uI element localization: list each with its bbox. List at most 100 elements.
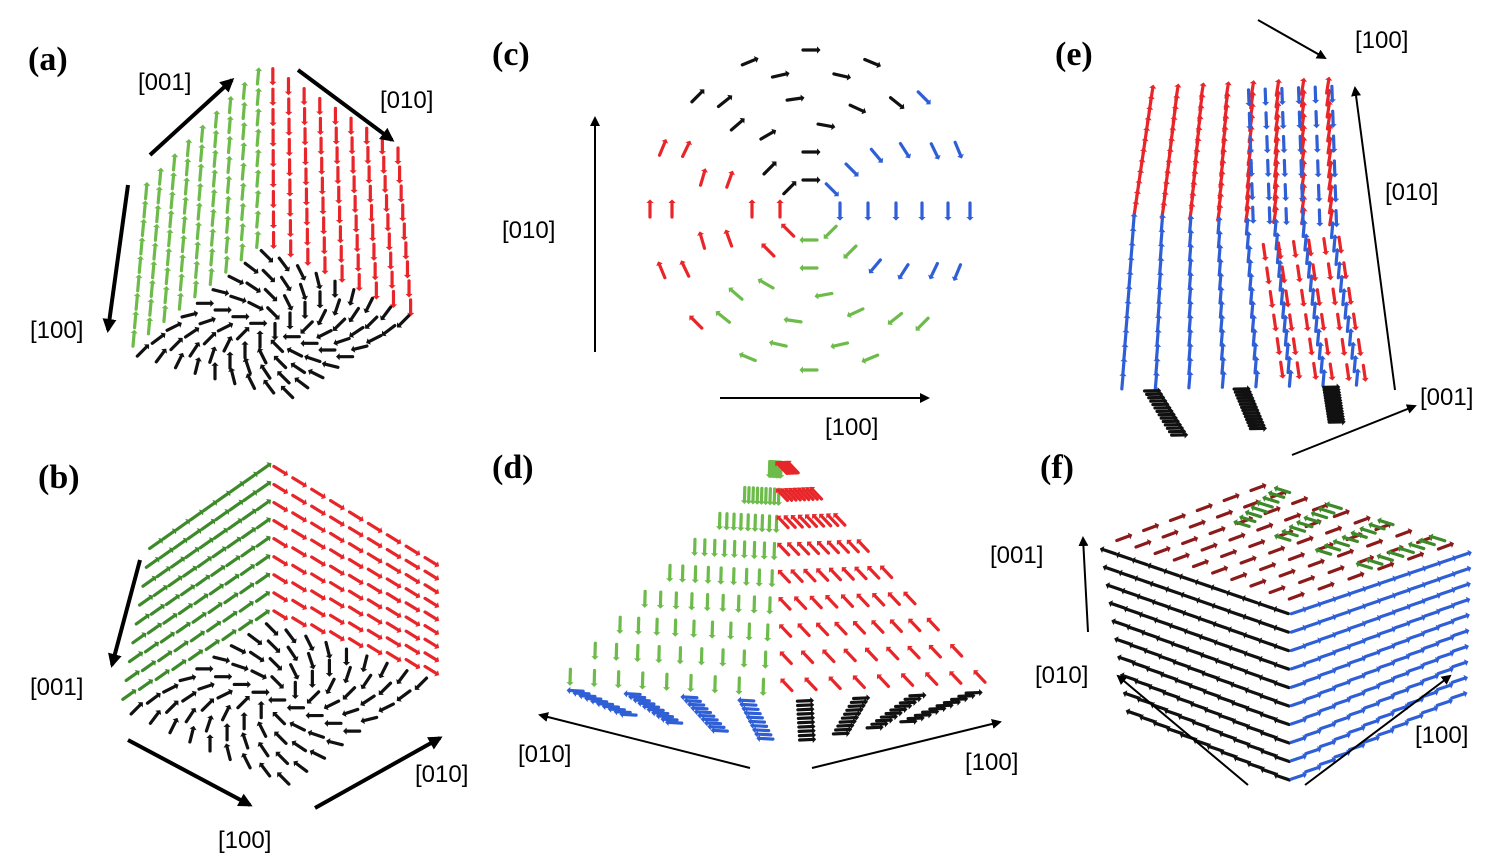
field-arrow — [272, 573, 287, 584]
field-arrow-head — [1198, 633, 1203, 641]
field-arrow-head — [1169, 126, 1177, 131]
field-arrow — [310, 538, 325, 549]
field-arrow-head — [1204, 558, 1210, 566]
field-arrow — [1179, 715, 1195, 723]
field-arrow — [199, 146, 204, 163]
field-arrow-head — [1350, 530, 1355, 537]
field-arrow-head — [1276, 259, 1284, 264]
field-arrow-head — [332, 325, 339, 331]
field-arrow-head — [198, 648, 204, 655]
field-arrow-head — [154, 556, 160, 563]
field-arrow — [127, 652, 142, 664]
vortex-arrow-head — [785, 70, 790, 78]
field-arrow — [258, 723, 268, 738]
field-arrow — [1356, 338, 1362, 355]
field-arrow — [1272, 208, 1278, 225]
field-arrow — [1133, 558, 1149, 567]
field-arrow-head — [1247, 149, 1255, 154]
field-arrow — [1124, 692, 1141, 700]
field-arrow — [1232, 701, 1249, 710]
field-arrow-head — [152, 223, 161, 228]
field-arrow — [1275, 337, 1281, 354]
field-arrow — [146, 623, 161, 635]
field-arrow — [1122, 589, 1139, 597]
field-arrow — [238, 602, 253, 613]
field-arrow-head — [180, 234, 188, 239]
field-arrow — [272, 519, 287, 530]
field-arrow-head — [318, 346, 322, 354]
field-arrow-head — [388, 285, 396, 289]
field-arrow — [241, 528, 255, 540]
field-arrow-head — [1463, 674, 1469, 682]
field-arrow-head — [347, 131, 355, 135]
field-arrow — [1274, 234, 1279, 251]
field-arrow-head — [277, 772, 283, 778]
field-arrow-head — [378, 706, 384, 714]
field-arrow-head — [185, 519, 191, 525]
panel-d-arrow-100 — [811, 719, 1002, 769]
field-arrow-head — [1206, 743, 1211, 751]
field-arrow-head — [358, 594, 364, 602]
field-arrow-head — [1407, 541, 1413, 549]
vortex-arrow-head — [817, 176, 821, 184]
field-arrow — [1283, 530, 1299, 538]
field-arrow — [261, 268, 274, 282]
field-arrow-head — [1169, 407, 1174, 415]
field-arrow-head — [203, 593, 209, 600]
field-arrow-head — [264, 609, 270, 615]
field-arrow-head — [590, 683, 598, 688]
field-arrow — [1230, 573, 1246, 582]
field-arrow-head — [320, 611, 326, 618]
field-arrow — [1153, 547, 1169, 556]
field-arrow — [1259, 563, 1275, 572]
field-arrow-head — [1121, 343, 1129, 348]
field-arrow-head — [1122, 328, 1130, 333]
field-arrow — [1348, 691, 1365, 700]
field-arrow-head — [857, 710, 862, 718]
field-arrow-head — [1136, 168, 1145, 173]
field-arrow-head — [680, 693, 685, 701]
field-arrow-head — [854, 566, 860, 572]
field-arrow-head — [834, 621, 840, 627]
panel-b-arrow-100 — [127, 738, 253, 807]
field-arrow — [310, 504, 325, 515]
field-arrow-head — [1138, 158, 1146, 163]
field-arrow-head — [1159, 390, 1164, 398]
field-arrow-head — [595, 700, 600, 708]
field-arrow — [165, 701, 178, 714]
field-arrow-head — [319, 210, 327, 215]
panel-d-axis-100: [100] — [965, 749, 1018, 776]
field-arrow — [167, 576, 182, 588]
field-arrow-head — [743, 709, 748, 717]
field-arrow-head — [197, 163, 205, 168]
field-arrow — [226, 157, 231, 174]
field-arrow — [131, 633, 146, 645]
field-arrow — [347, 605, 363, 616]
field-arrow — [255, 130, 260, 147]
field-arrow — [1227, 591, 1243, 599]
field-arrow-head — [1172, 410, 1176, 419]
field-arrow-head — [1295, 375, 1303, 380]
vortex-arrow — [716, 311, 732, 324]
field-arrow — [1172, 553, 1189, 562]
field-arrow — [310, 555, 325, 566]
field-arrow — [423, 569, 438, 580]
field-arrow-head — [195, 202, 203, 207]
field-arrow — [242, 491, 257, 503]
field-arrow-head — [1262, 125, 1271, 130]
field-arrow — [1379, 577, 1396, 585]
field-arrow — [1334, 249, 1339, 266]
field-arrow — [272, 555, 287, 566]
field-arrow — [310, 572, 325, 583]
field-arrow — [908, 646, 921, 660]
field-arrow — [347, 621, 363, 632]
field-arrow-head — [177, 337, 183, 343]
field-arrow — [291, 722, 306, 732]
field-arrow-head — [191, 673, 197, 681]
field-arrow — [580, 694, 597, 699]
field-arrow-head — [1299, 77, 1308, 82]
field-arrow-head — [263, 379, 269, 385]
field-arrow-head — [338, 279, 346, 283]
field-arrow-head — [148, 279, 156, 284]
field-arrow — [1157, 287, 1162, 304]
